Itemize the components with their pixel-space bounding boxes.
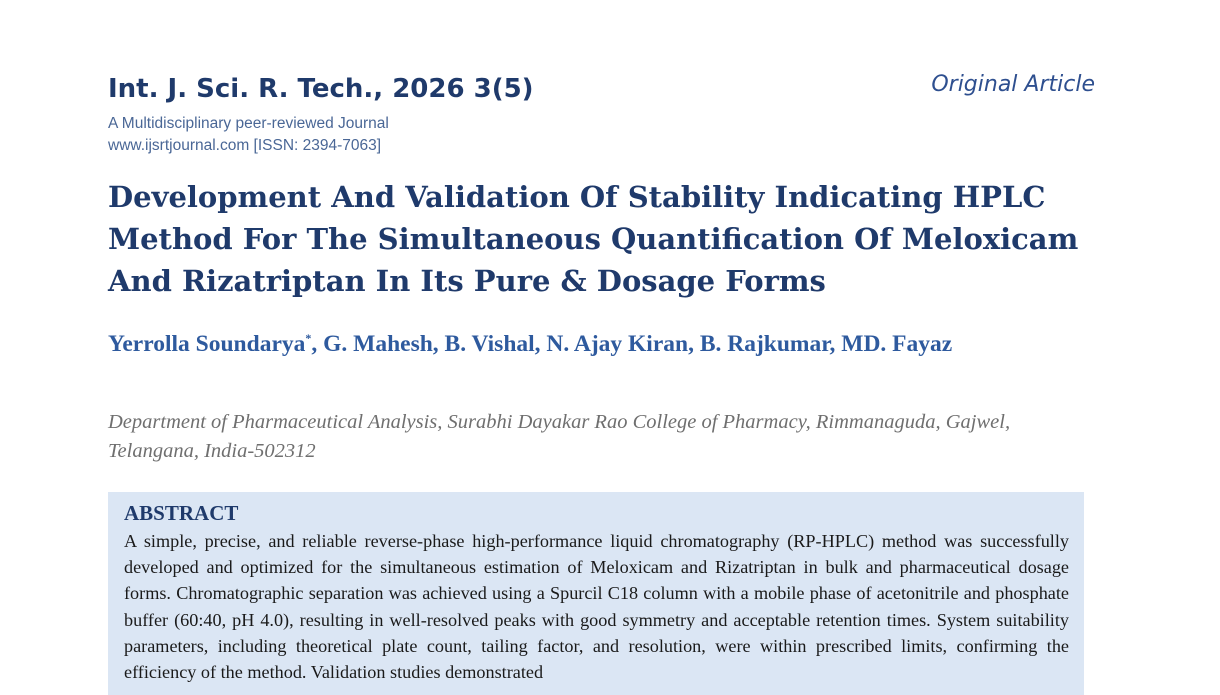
abstract-section: ABSTRACT A simple, precise, and reliable… [108, 492, 1084, 695]
article-type-label: Original Article [931, 72, 1095, 97]
abstract-text: A simple, precise, and reliable reverse-… [124, 531, 1069, 683]
journal-title: Int. J. Sci. R. Tech., 2026 3(5) [108, 74, 534, 104]
first-author: Yerrolla Soundarya [108, 331, 306, 357]
article-title: Development And Validation Of Stability … [108, 180, 1079, 298]
journal-subtitle: A Multidisciplinary peer-reviewed Journa… [108, 115, 389, 132]
journal-website: www.ijsrtjournal.com [ISSN: 2394-7063] [108, 137, 382, 154]
author-list: Yerrolla Soundarya*, G. Mahesh, B. Visha… [108, 324, 1068, 364]
corresponding-author-mark: * [305, 331, 312, 345]
author-affiliation: Department of Pharmaceutical Analysis, S… [108, 411, 1011, 462]
abstract-heading: ABSTRACT [124, 501, 239, 525]
other-authors: , G. Mahesh, B. Vishal, N. Ajay Kiran, B… [311, 331, 953, 357]
journal-info: A Multidisciplinary peer-reviewed Journa… [108, 113, 389, 157]
